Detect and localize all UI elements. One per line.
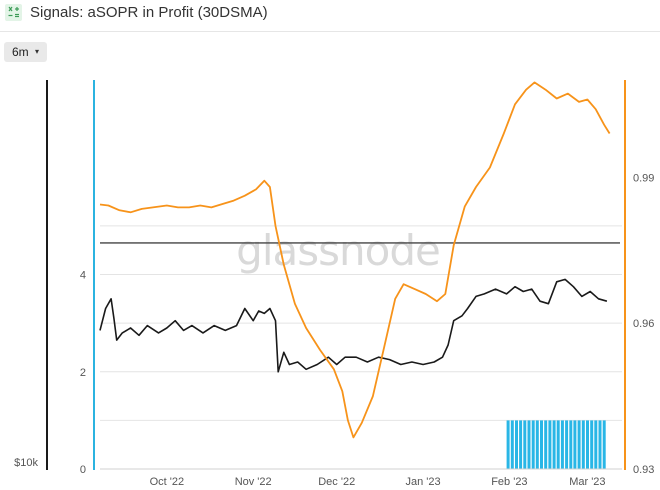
right-tick-label: 0.96 <box>633 318 654 330</box>
x-tick-label: Jan '23 <box>405 476 440 488</box>
signal-bar <box>602 420 606 469</box>
signal-bar <box>569 420 573 469</box>
grid-lines <box>100 225 622 421</box>
right-tick-label: 0.99 <box>633 172 654 184</box>
signal-bar <box>548 420 552 469</box>
signal-bar <box>527 420 531 469</box>
signal-bar <box>590 420 594 469</box>
signal-bar <box>531 420 535 469</box>
x-tick-label: Feb '23 <box>491 476 527 488</box>
series-line-orange <box>99 81 611 439</box>
x-tick-label: Dec '22 <box>318 476 355 488</box>
signal-bar <box>598 420 602 469</box>
signal-bars <box>506 420 606 469</box>
signal-bar <box>515 420 518 469</box>
left-tick-label: 2 <box>80 367 86 379</box>
series-line-black <box>99 278 608 373</box>
signal-bar <box>565 420 569 469</box>
range-select-button[interactable]: 6m ▾ <box>4 42 47 62</box>
x-tick-label: Mar '23 <box>569 476 605 488</box>
signal-bar <box>586 420 589 469</box>
x-tick-label: Oct '22 <box>150 476 185 488</box>
x-tick-labels: Oct '22 Nov '22 Dec '22 Jan '23 Feb '23 Mar '… <box>150 476 606 488</box>
signal-bar <box>581 420 585 469</box>
right-tick-labels: 0.93 0.96 0.99 <box>633 172 654 476</box>
signal-bar <box>552 420 556 469</box>
left-tick-label: 0 <box>80 464 86 476</box>
signal-bar <box>535 420 539 469</box>
left-tick-labels: 0 2 4 <box>80 270 86 477</box>
signal-bar <box>573 420 577 469</box>
signal-bar <box>594 420 598 469</box>
signal-bar <box>560 420 564 469</box>
watermark: glassnode <box>236 226 440 275</box>
range-select-label: 6m <box>12 45 29 59</box>
signal-bar <box>540 420 543 469</box>
chart-title: Signals: aSOPR in Profit (30DSMA) <box>30 4 268 21</box>
signal-bar <box>523 420 527 469</box>
header-bar: Signals: aSOPR in Profit (30DSMA) <box>0 0 660 32</box>
signal-bar <box>556 420 560 469</box>
right-tick-label: 0.93 <box>633 464 654 476</box>
left-axis-bottom-label: $10k <box>14 457 38 469</box>
signal-bar <box>544 420 548 469</box>
signal-bar <box>506 420 510 469</box>
signal-bar <box>577 420 581 469</box>
signal-bar <box>510 420 514 469</box>
left-tick-label: 4 <box>80 270 86 282</box>
x-tick-label: Nov '22 <box>235 476 272 488</box>
chevron-down-icon: ▾ <box>35 47 40 56</box>
spreadsheet-icon <box>5 4 22 21</box>
signal-bar <box>519 420 523 469</box>
